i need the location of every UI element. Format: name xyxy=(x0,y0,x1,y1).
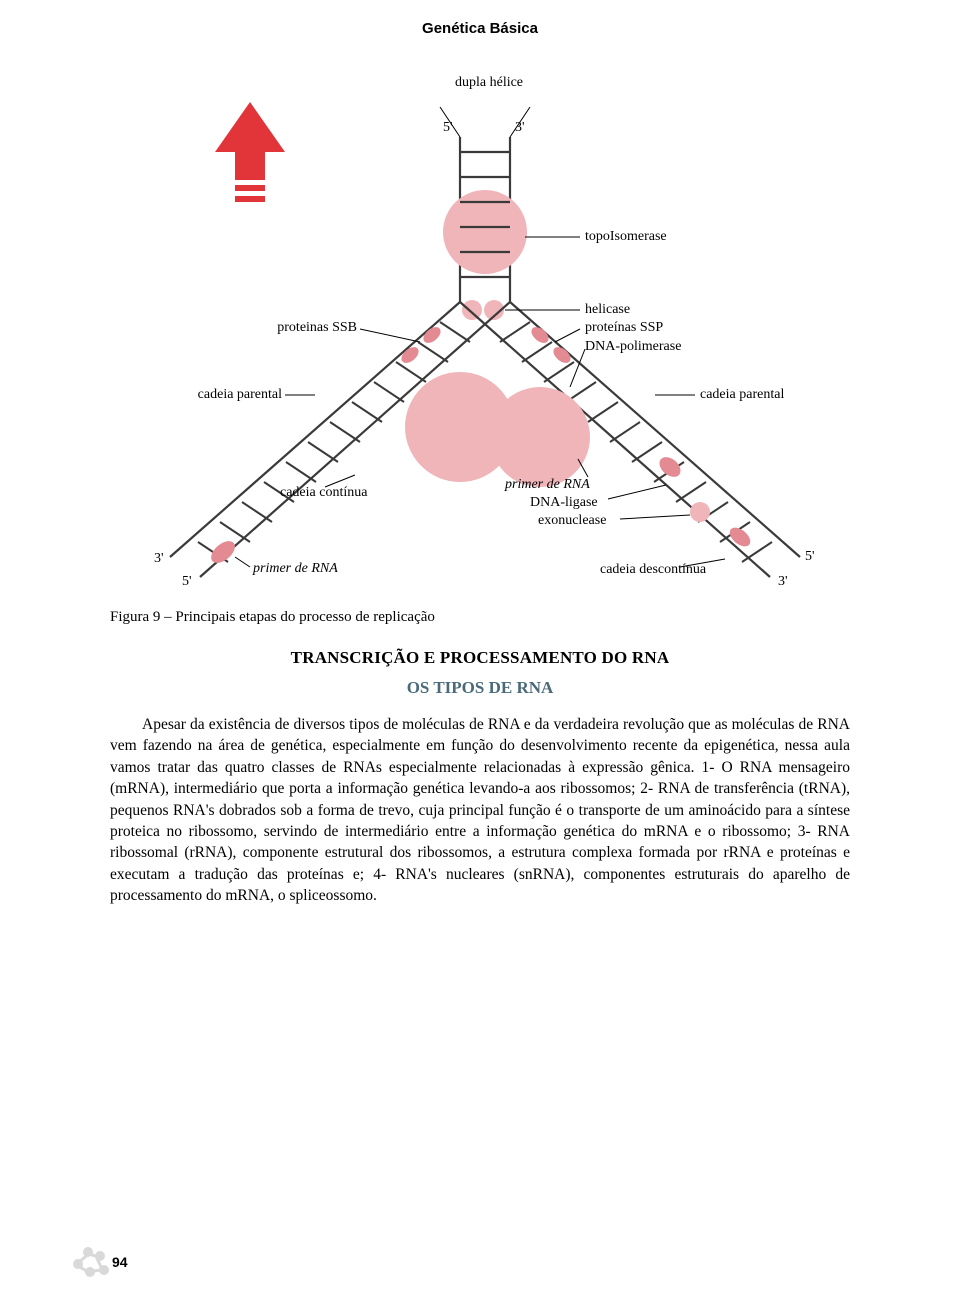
dna-polymerase-shape-2 xyxy=(490,387,590,487)
heading-main: TRANSCRIÇÃO E PROCESSAMENTO DO RNA xyxy=(110,648,850,668)
label-cadeia-continua: cadeia contínua xyxy=(280,485,367,501)
page-number: 94 xyxy=(112,1254,128,1270)
label-primer-rna-c: primer de RNA xyxy=(505,477,590,493)
figure-caption: Figura 9 – Principais etapas do processo… xyxy=(110,609,850,626)
label-topoisomerase: topoIsomerase xyxy=(585,229,667,245)
exonuclease-shape xyxy=(690,502,710,522)
molecule-icon xyxy=(70,1244,112,1278)
label-dna-polimerase: DNA-polimerase xyxy=(585,339,681,355)
label-proteinas-ssb: proteinas SSB xyxy=(265,320,357,336)
heading-sub: OS TIPOS DE RNA xyxy=(110,678,850,698)
helicase-shape xyxy=(462,300,482,320)
running-header: Genética Básica xyxy=(110,20,850,37)
five-prime-top: 5' xyxy=(443,120,453,135)
figure-replication: 5' 3' 3' 5' 5' 3' dupla hélice topoIsome… xyxy=(110,67,850,597)
five-prime-br: 5' xyxy=(805,549,815,564)
label-helicase: helicase xyxy=(585,302,630,318)
label-proteinas-ssp: proteínas SSP xyxy=(585,320,663,336)
three-prime-top: 3' xyxy=(515,120,525,135)
label-cadeia-parental-r: cadeia parental xyxy=(700,387,784,403)
body-paragraph: Apesar da existência de diversos tipos d… xyxy=(110,714,850,906)
label-exonuclease: exonuclease xyxy=(538,513,606,529)
label-cadeia-descontinua: cadeia descontínua xyxy=(600,562,706,578)
label-primer-rna-l: primer de RNA xyxy=(253,561,338,577)
label-dna-ligase: DNA-ligase xyxy=(530,495,598,511)
five-prime-bl: 5' xyxy=(182,574,192,589)
three-prime-br: 3' xyxy=(778,574,788,589)
label-dupla-helice: dupla hélice xyxy=(455,75,523,91)
three-prime-bl: 3' xyxy=(154,551,164,566)
label-cadeia-parental-l: cadeia parental xyxy=(172,387,282,403)
